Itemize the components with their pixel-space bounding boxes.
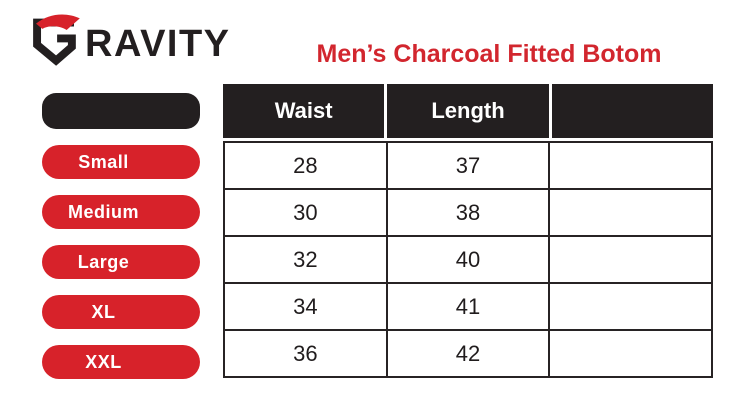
gravity-g-icon xyxy=(33,14,80,66)
waist-value: 28 xyxy=(293,152,318,178)
size-pill-label: XXL xyxy=(85,351,122,372)
size-pill-column: Small Medium Large XL XXL xyxy=(42,93,200,379)
size-pill-label: XL xyxy=(91,301,116,322)
table-row: 28 37 xyxy=(225,143,711,188)
size-pill-xxl[interactable]: XXL xyxy=(42,345,200,379)
empty-cell xyxy=(548,331,711,376)
table-row: 36 42 xyxy=(225,329,711,376)
table-row: 34 41 xyxy=(225,282,711,329)
table-row: 32 40 xyxy=(225,235,711,282)
brand-name: RAVITY xyxy=(85,23,231,65)
size-pill-label: Small xyxy=(78,151,129,172)
waist-value: 36 xyxy=(293,340,318,366)
size-pill-label: Medium xyxy=(67,201,139,222)
brand-logo: RAVITY xyxy=(28,11,231,69)
length-value: 40 xyxy=(385,237,549,282)
length-value: 42 xyxy=(385,331,549,376)
waist-value: 32 xyxy=(293,246,318,272)
size-pill-xl[interactable]: XL xyxy=(42,295,200,329)
table-body: 28 37 30 38 32 40 34 41 36 42 xyxy=(223,141,713,378)
waist-value: 34 xyxy=(293,293,318,319)
table-header-row: Waist Length xyxy=(223,84,713,138)
column-header-length: Length xyxy=(384,84,548,138)
size-pill-small[interactable]: Small xyxy=(42,145,200,179)
page-title: Men’s Charcoal Fitted Botom xyxy=(316,40,662,68)
empty-cell xyxy=(548,143,711,188)
size-pill-label: Large xyxy=(77,251,130,272)
size-pill-large[interactable]: Large xyxy=(42,245,200,279)
column-header-waist: Waist xyxy=(274,98,333,123)
size-pill-header xyxy=(42,93,200,129)
empty-cell xyxy=(548,237,711,282)
column-header-empty xyxy=(548,84,713,138)
empty-cell xyxy=(548,284,711,329)
empty-cell xyxy=(548,190,711,235)
table-row: 30 38 xyxy=(225,188,711,235)
waist-value: 30 xyxy=(293,199,318,225)
size-pill-medium[interactable]: Medium xyxy=(42,195,200,229)
length-value: 38 xyxy=(385,190,549,235)
length-value: 41 xyxy=(385,284,549,329)
length-value: 37 xyxy=(385,143,549,188)
size-table: Waist Length 28 37 30 38 32 40 34 41 xyxy=(223,84,713,378)
